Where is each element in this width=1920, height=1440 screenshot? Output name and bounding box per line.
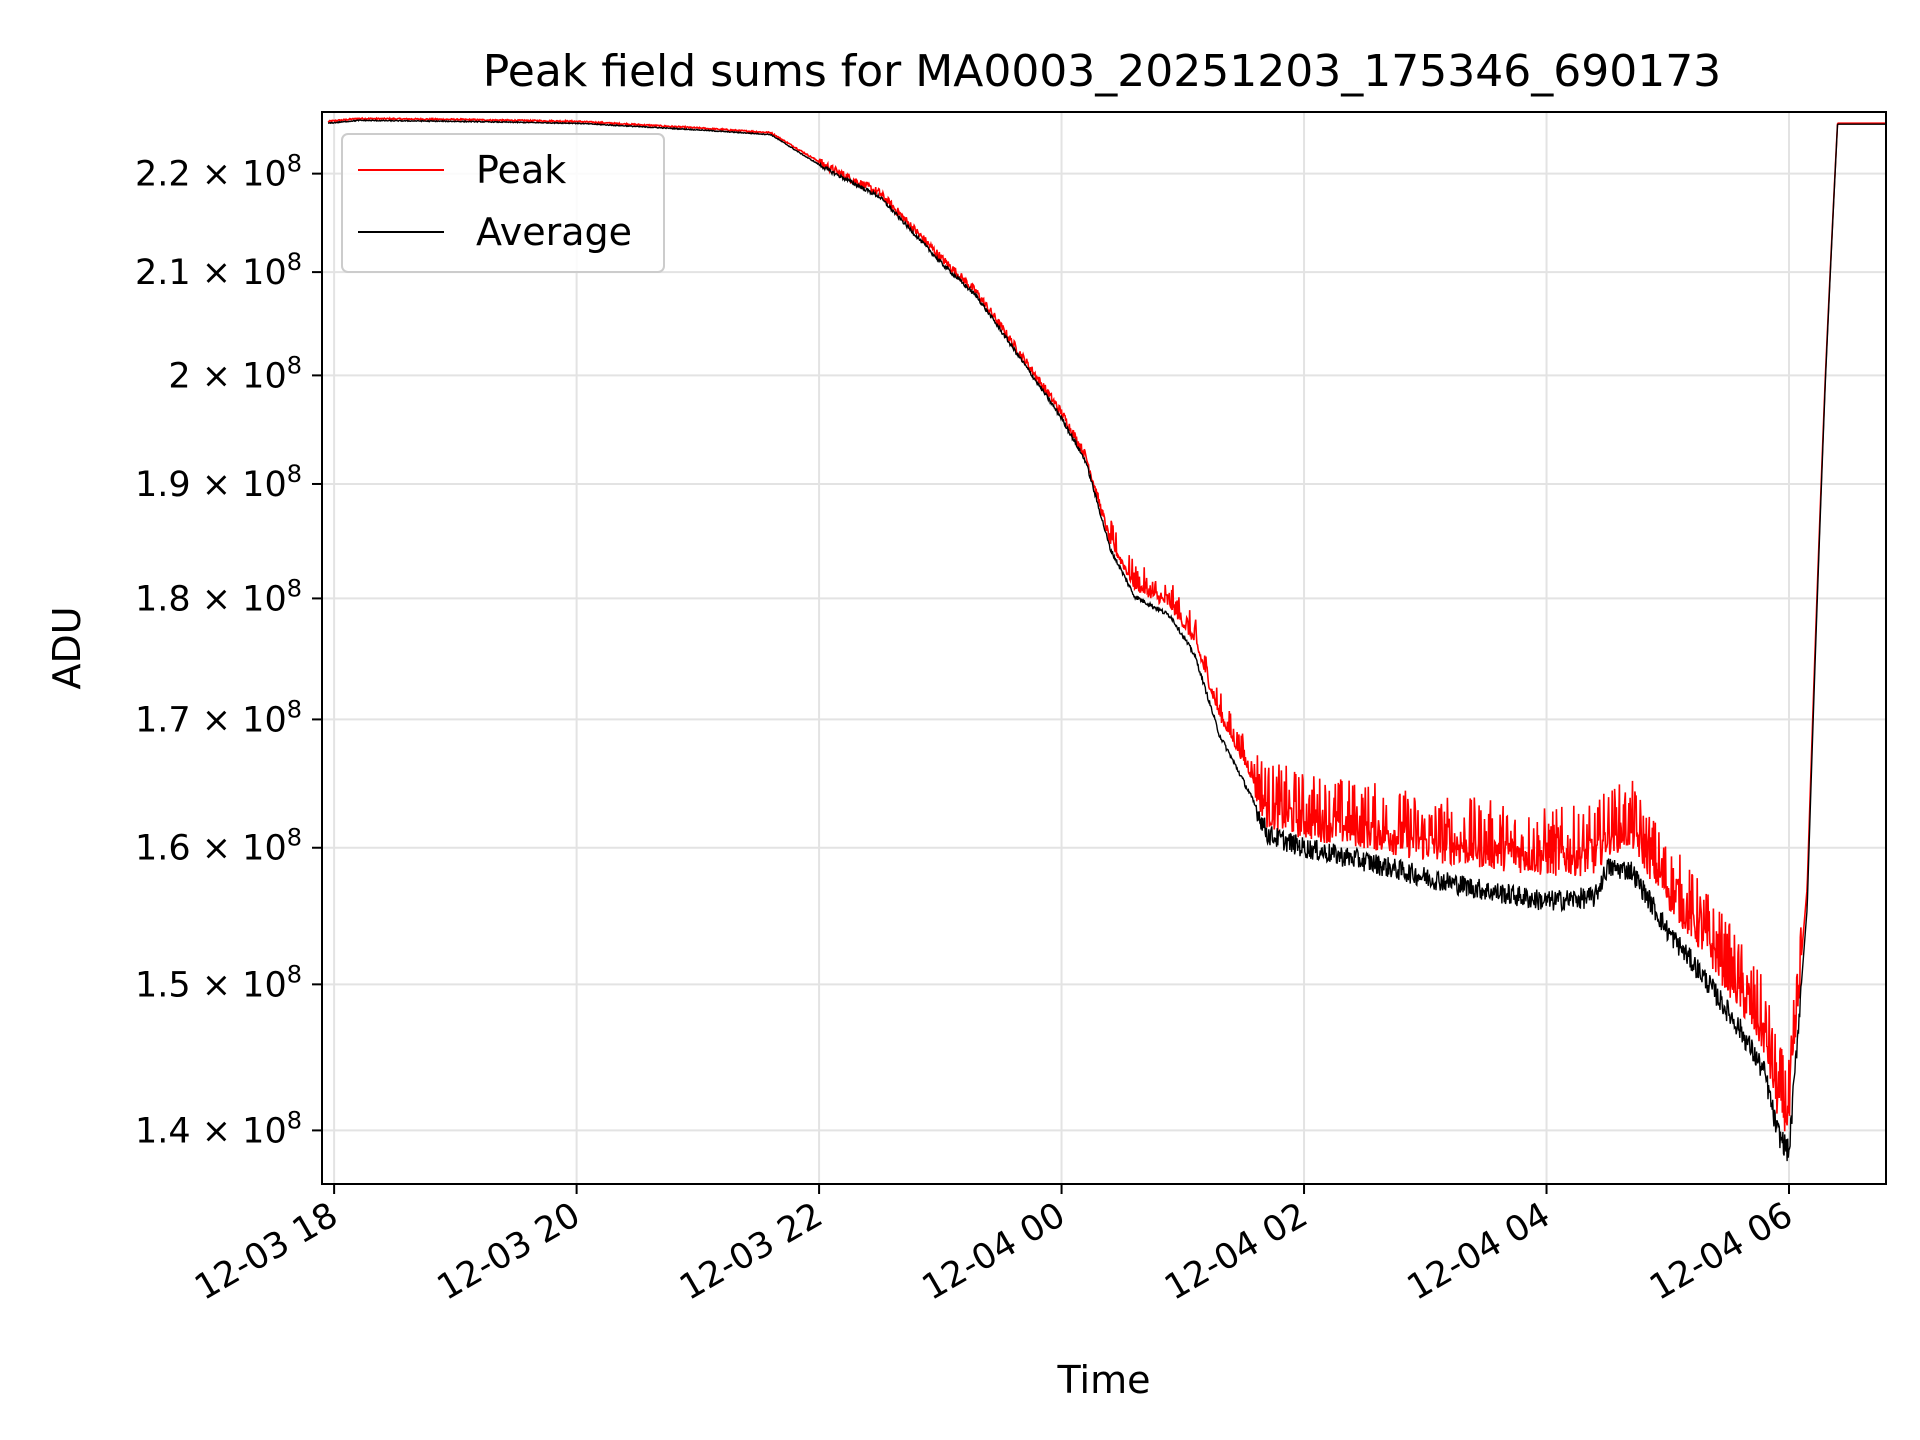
legend-box bbox=[341, 133, 665, 273]
x-axis-label: Time bbox=[1057, 1358, 1151, 1402]
y-tick-label: 1.4 × 108 bbox=[135, 1106, 302, 1151]
plot-area bbox=[327, 116, 1886, 1162]
series-group bbox=[327, 116, 1886, 1162]
y-tick-label: 1.6 × 108 bbox=[135, 824, 302, 869]
legend-label-peak: Peak bbox=[476, 148, 566, 192]
series-average-line bbox=[327, 119, 1886, 1162]
y-axis-label: ADU bbox=[45, 606, 89, 689]
series-peak-line bbox=[327, 116, 1886, 1132]
y-axis-ticks: 1.4 × 108 1.5 × 108 1.6 × 108 1.7 × 108 1.8 … bbox=[135, 150, 322, 1151]
chart-title: Peak field sums for MA0003_20251203_1753… bbox=[483, 46, 1721, 97]
legend-label-average: Average bbox=[476, 210, 632, 254]
grid-lines bbox=[322, 112, 1886, 1184]
y-tick-label: 2.2 × 108 bbox=[135, 150, 302, 195]
y-tick-label: 1.8 × 108 bbox=[135, 574, 302, 619]
plot-frame bbox=[321, 111, 1887, 1185]
y-tick-label: 2.1 × 108 bbox=[135, 248, 302, 293]
y-tick-label: 2 × 108 bbox=[168, 351, 302, 396]
y-tick-label: 1.5 × 108 bbox=[135, 960, 302, 1005]
legend: Peak Average bbox=[341, 133, 665, 273]
y-tick-label: 1.9 × 108 bbox=[135, 460, 302, 505]
y-tick-label: 1.7 × 108 bbox=[135, 695, 302, 740]
